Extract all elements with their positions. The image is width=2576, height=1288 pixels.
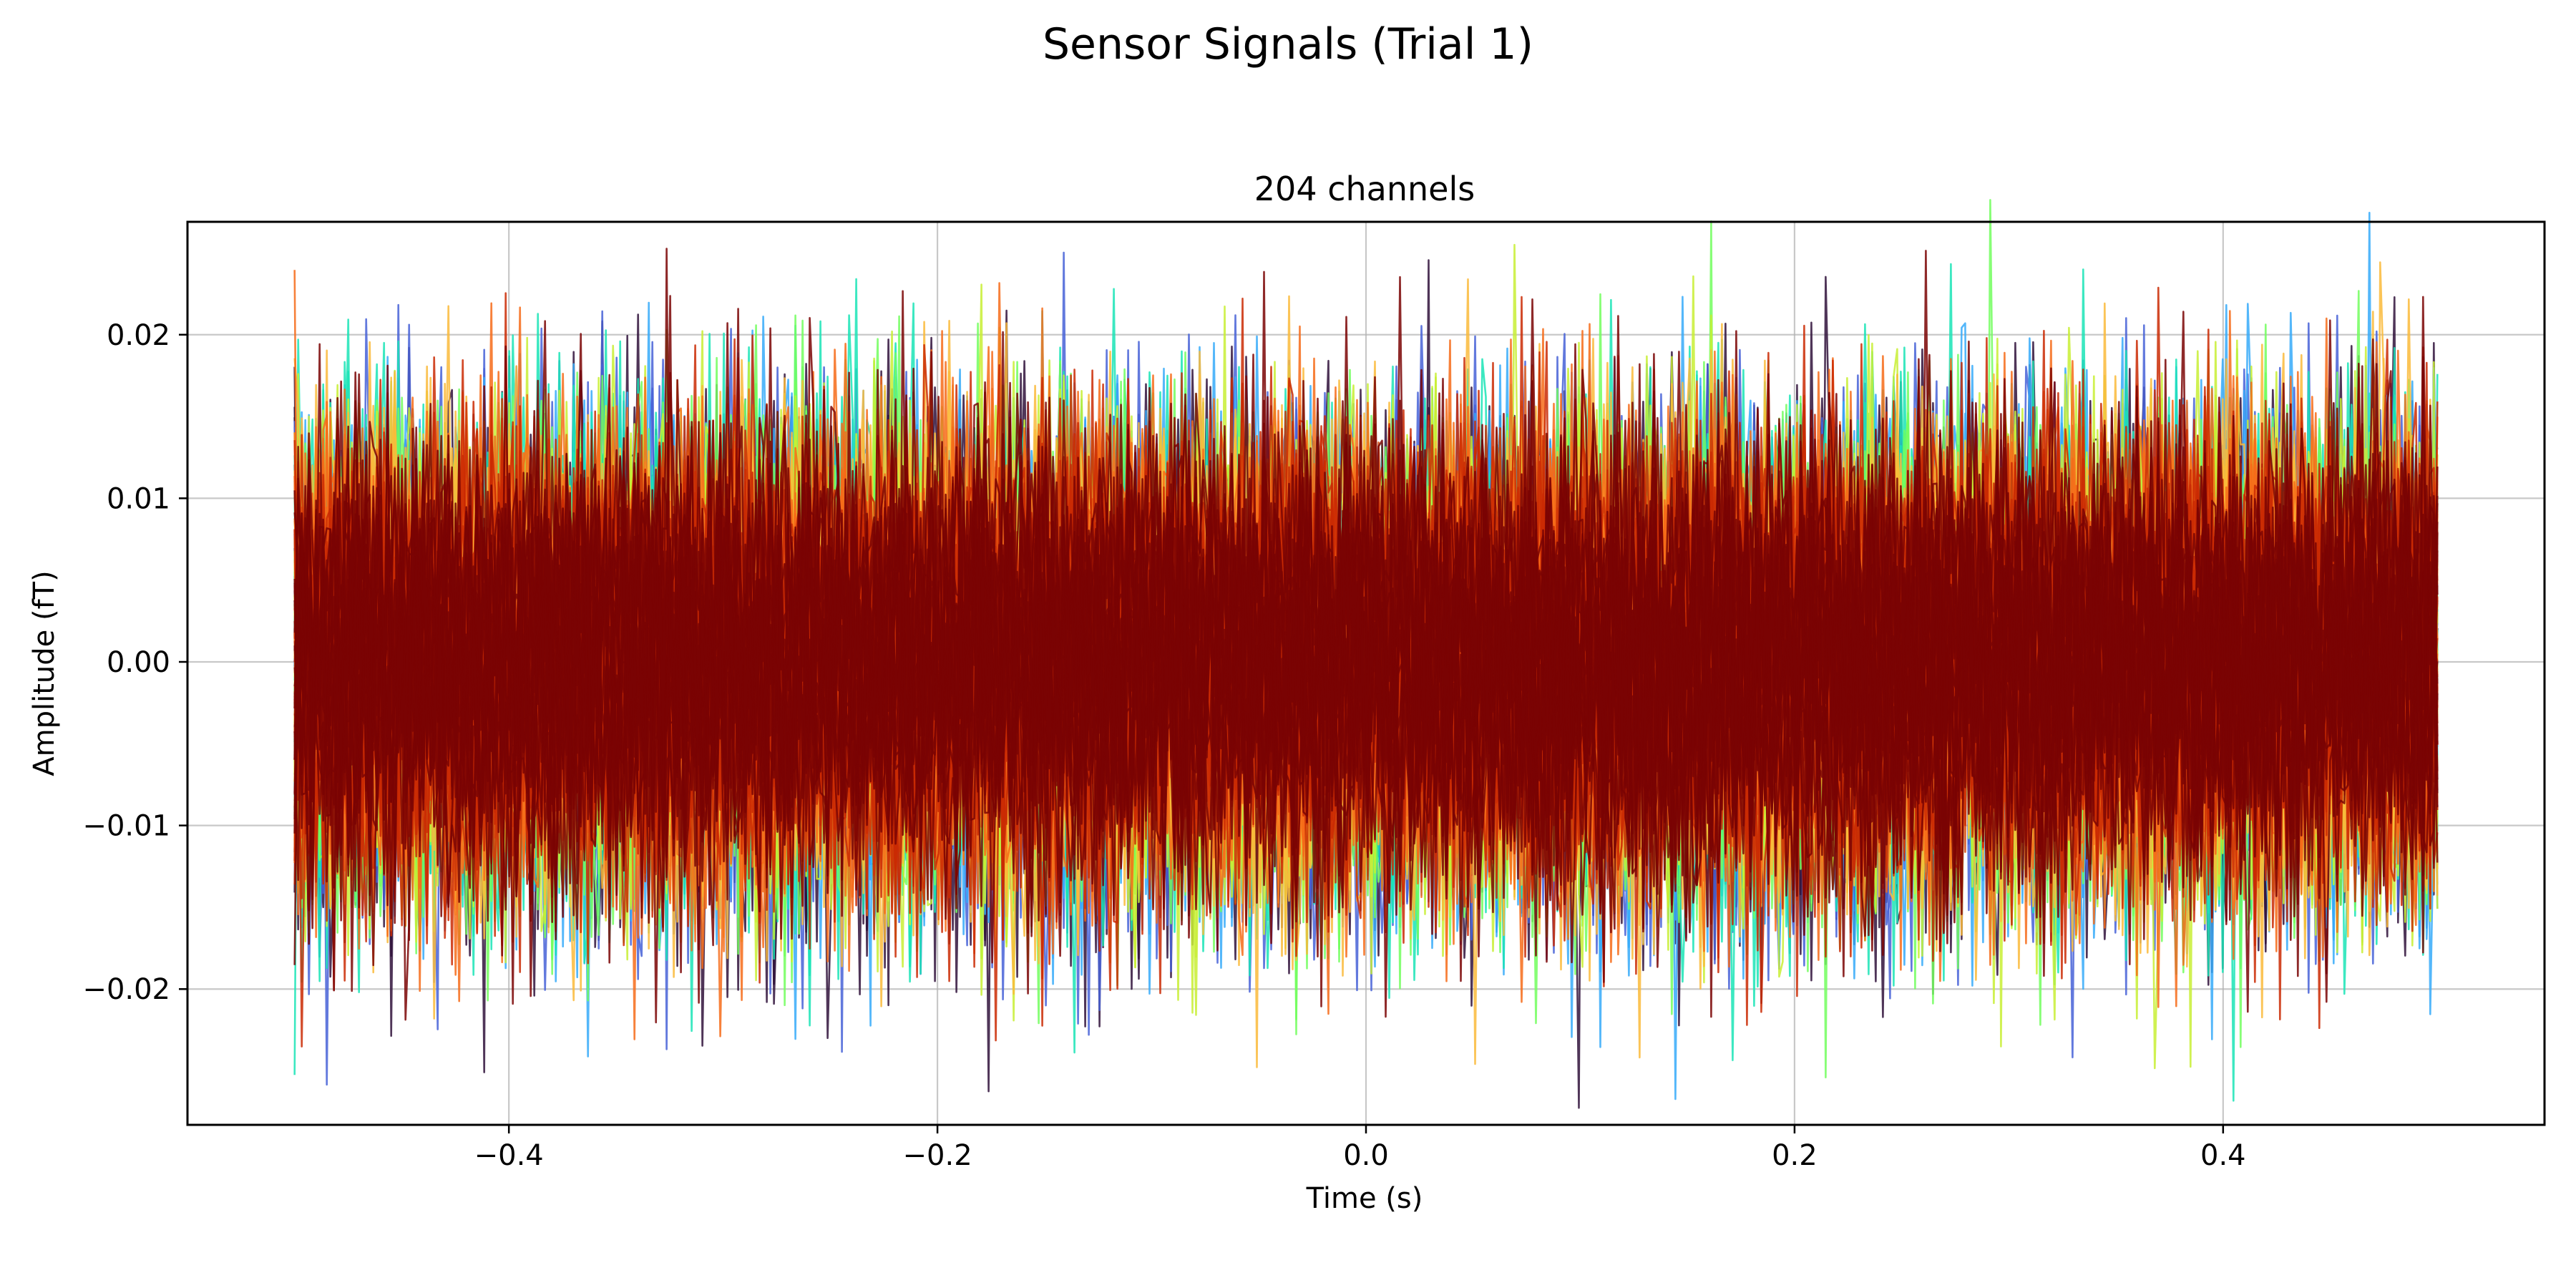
y-tick-label: −0.01 [82, 810, 170, 843]
y-axis-label: Amplitude (fT) [28, 570, 61, 776]
x-tick-label: 0.2 [1772, 1139, 1818, 1172]
x-tick-label: 0.4 [2200, 1139, 2246, 1172]
figure-suptitle: Sensor Signals (Trial 1) [1043, 19, 1533, 69]
x-tick-label: −0.4 [474, 1139, 544, 1172]
x-tick-label: −0.2 [903, 1139, 972, 1172]
y-tick-label: −0.02 [82, 973, 170, 1006]
y-tick-label: 0.02 [107, 319, 170, 352]
channel-line [293, 248, 2439, 965]
x-axis-label: Time (s) [1306, 1182, 1423, 1215]
axes-title: 204 channels [1254, 170, 1475, 208]
y-axis-ticks: −0.02 −0.01 0.00 0.01 0.02 [82, 319, 187, 1006]
x-tick-label: 0.0 [1343, 1139, 1389, 1172]
channel-line [293, 296, 2439, 977]
x-axis-ticks: −0.4 −0.2 0.0 0.2 0.4 [474, 1125, 2246, 1172]
y-tick-label: 0.01 [107, 482, 170, 515]
y-tick-label: 0.00 [107, 646, 170, 679]
series-lines [293, 199, 2439, 1109]
